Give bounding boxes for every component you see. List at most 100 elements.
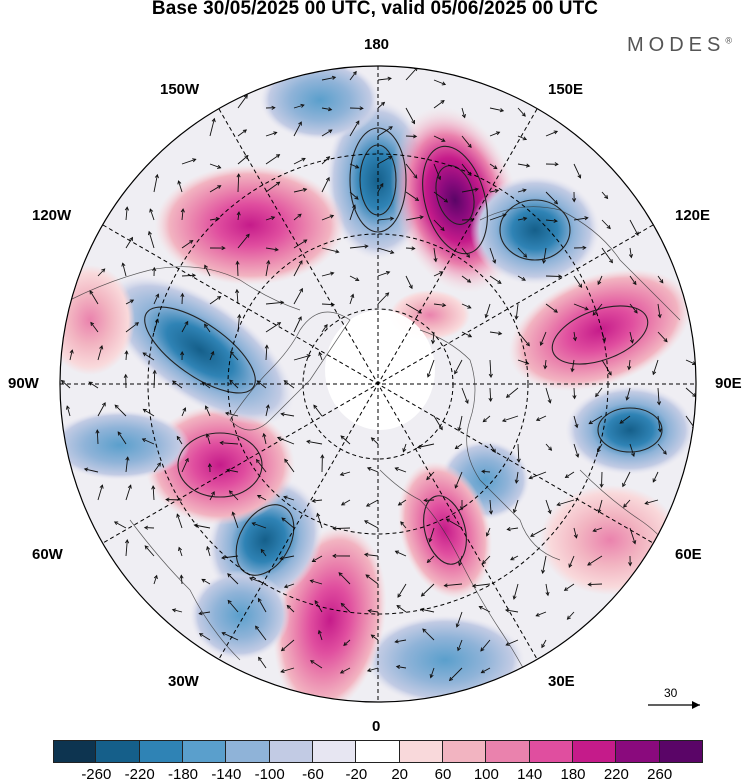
wind-vector-head bbox=[592, 528, 597, 533]
wind-vector-head bbox=[502, 213, 507, 218]
wind-vector-head bbox=[604, 194, 609, 200]
wind-vector-head bbox=[413, 174, 418, 179]
wind-vector bbox=[629, 219, 639, 236]
wind-vector bbox=[349, 163, 359, 169]
wind-vector bbox=[148, 231, 155, 249]
colorbar-swatch bbox=[443, 740, 487, 763]
wind-vector bbox=[433, 163, 441, 180]
wind-vector-head bbox=[276, 181, 281, 186]
wind-vector bbox=[340, 667, 351, 674]
wind-vector-head bbox=[397, 501, 403, 506]
wind-vector bbox=[265, 154, 280, 165]
wind-vector-head bbox=[587, 561, 592, 566]
wind-vector-head bbox=[328, 129, 333, 134]
wind-vector bbox=[597, 275, 603, 285]
wind-vector-head bbox=[494, 188, 500, 193]
wind-vector bbox=[293, 239, 307, 249]
wind-vector bbox=[201, 579, 211, 585]
wind-vector-head bbox=[180, 292, 185, 297]
wind-vector bbox=[84, 468, 99, 473]
wind-vector bbox=[543, 247, 547, 264]
wind-vector bbox=[338, 572, 351, 585]
wind-vector bbox=[489, 107, 504, 112]
wind-vector-head bbox=[365, 502, 371, 507]
colorbar-swatch bbox=[96, 740, 140, 763]
wind-vector-head bbox=[467, 304, 472, 309]
wind-vector bbox=[405, 163, 418, 179]
wind-vector bbox=[237, 234, 250, 249]
wind-vector bbox=[541, 639, 547, 648]
lon-label-30w: 30W bbox=[168, 673, 199, 690]
wind-vector-head bbox=[257, 597, 262, 603]
wind-vector-head bbox=[350, 293, 355, 298]
wind-vector bbox=[321, 107, 332, 111]
wind-vector-head bbox=[176, 435, 181, 441]
colorbar-swatch bbox=[183, 740, 227, 763]
wind-vector bbox=[202, 382, 211, 389]
wind-vector bbox=[377, 271, 390, 277]
wind-vector bbox=[206, 546, 211, 557]
wind-vector-head bbox=[363, 552, 369, 557]
wind-vector-head bbox=[541, 643, 546, 649]
wind-vector-head bbox=[262, 432, 267, 438]
wind-vector-head bbox=[221, 555, 226, 560]
brand-name: MODES bbox=[627, 34, 726, 56]
wind-vector-head bbox=[480, 669, 485, 674]
wind-vector-head bbox=[201, 381, 206, 386]
wind-vector-head bbox=[317, 629, 322, 635]
wind-vector-head bbox=[633, 309, 638, 314]
wind-vector-head bbox=[117, 431, 122, 436]
wind-vector-head bbox=[466, 253, 471, 258]
wind-vector bbox=[277, 437, 295, 445]
wind-vector-head bbox=[523, 253, 528, 258]
wind-vector-head bbox=[426, 373, 431, 378]
wind-vector bbox=[178, 547, 183, 557]
wind-vector bbox=[396, 666, 407, 669]
wind-vector bbox=[97, 268, 106, 277]
wind-vector-head bbox=[478, 605, 483, 610]
wind-vector bbox=[457, 639, 463, 651]
wind-vector-head bbox=[198, 633, 204, 637]
wind-vector-head bbox=[124, 350, 129, 355]
wind-vector-head bbox=[101, 268, 106, 273]
wind-vector bbox=[489, 131, 500, 137]
wind-vector bbox=[433, 191, 448, 203]
wind-vector-head bbox=[512, 595, 517, 600]
wind-vector-head bbox=[474, 187, 479, 192]
lon-label-120e: 120E bbox=[675, 207, 711, 224]
wind-vector-head bbox=[217, 164, 222, 169]
wind-vector bbox=[486, 527, 491, 537]
wind-vector-head bbox=[204, 323, 208, 328]
wind-vector bbox=[265, 260, 270, 277]
wind-vector-head bbox=[355, 120, 360, 125]
wind-vector bbox=[365, 574, 379, 585]
wind-vector bbox=[209, 118, 215, 137]
wind-vector-head bbox=[554, 162, 559, 167]
wind-vector bbox=[433, 271, 443, 277]
wind-vector bbox=[255, 625, 267, 641]
wind-vector bbox=[66, 406, 71, 417]
wind-vector bbox=[433, 79, 446, 85]
lon-label-120w: 120W bbox=[32, 207, 72, 224]
wind-vector bbox=[364, 553, 379, 557]
wind-vector-head bbox=[539, 341, 544, 346]
wind-vector bbox=[573, 217, 588, 221]
wind-vector bbox=[472, 583, 491, 587]
wind-vector bbox=[601, 219, 611, 229]
wind-vector bbox=[657, 415, 661, 432]
wind-vector bbox=[181, 458, 189, 473]
wind-vector bbox=[626, 387, 631, 401]
lon-label-90e: 90E bbox=[715, 375, 742, 392]
wind-vector bbox=[230, 351, 239, 361]
wind-vector bbox=[652, 471, 659, 483]
wind-vector-head bbox=[335, 249, 340, 254]
wind-vector-head bbox=[127, 484, 132, 489]
wind-vector bbox=[461, 303, 471, 309]
wind-vector bbox=[545, 191, 558, 205]
wind-vector-head bbox=[211, 117, 216, 123]
lon-label-150e: 150E bbox=[548, 81, 584, 98]
wind-vector-head bbox=[467, 143, 472, 149]
wind-vector-head bbox=[522, 136, 528, 141]
wind-vector bbox=[312, 499, 323, 502]
wind-vector-head bbox=[351, 204, 356, 209]
